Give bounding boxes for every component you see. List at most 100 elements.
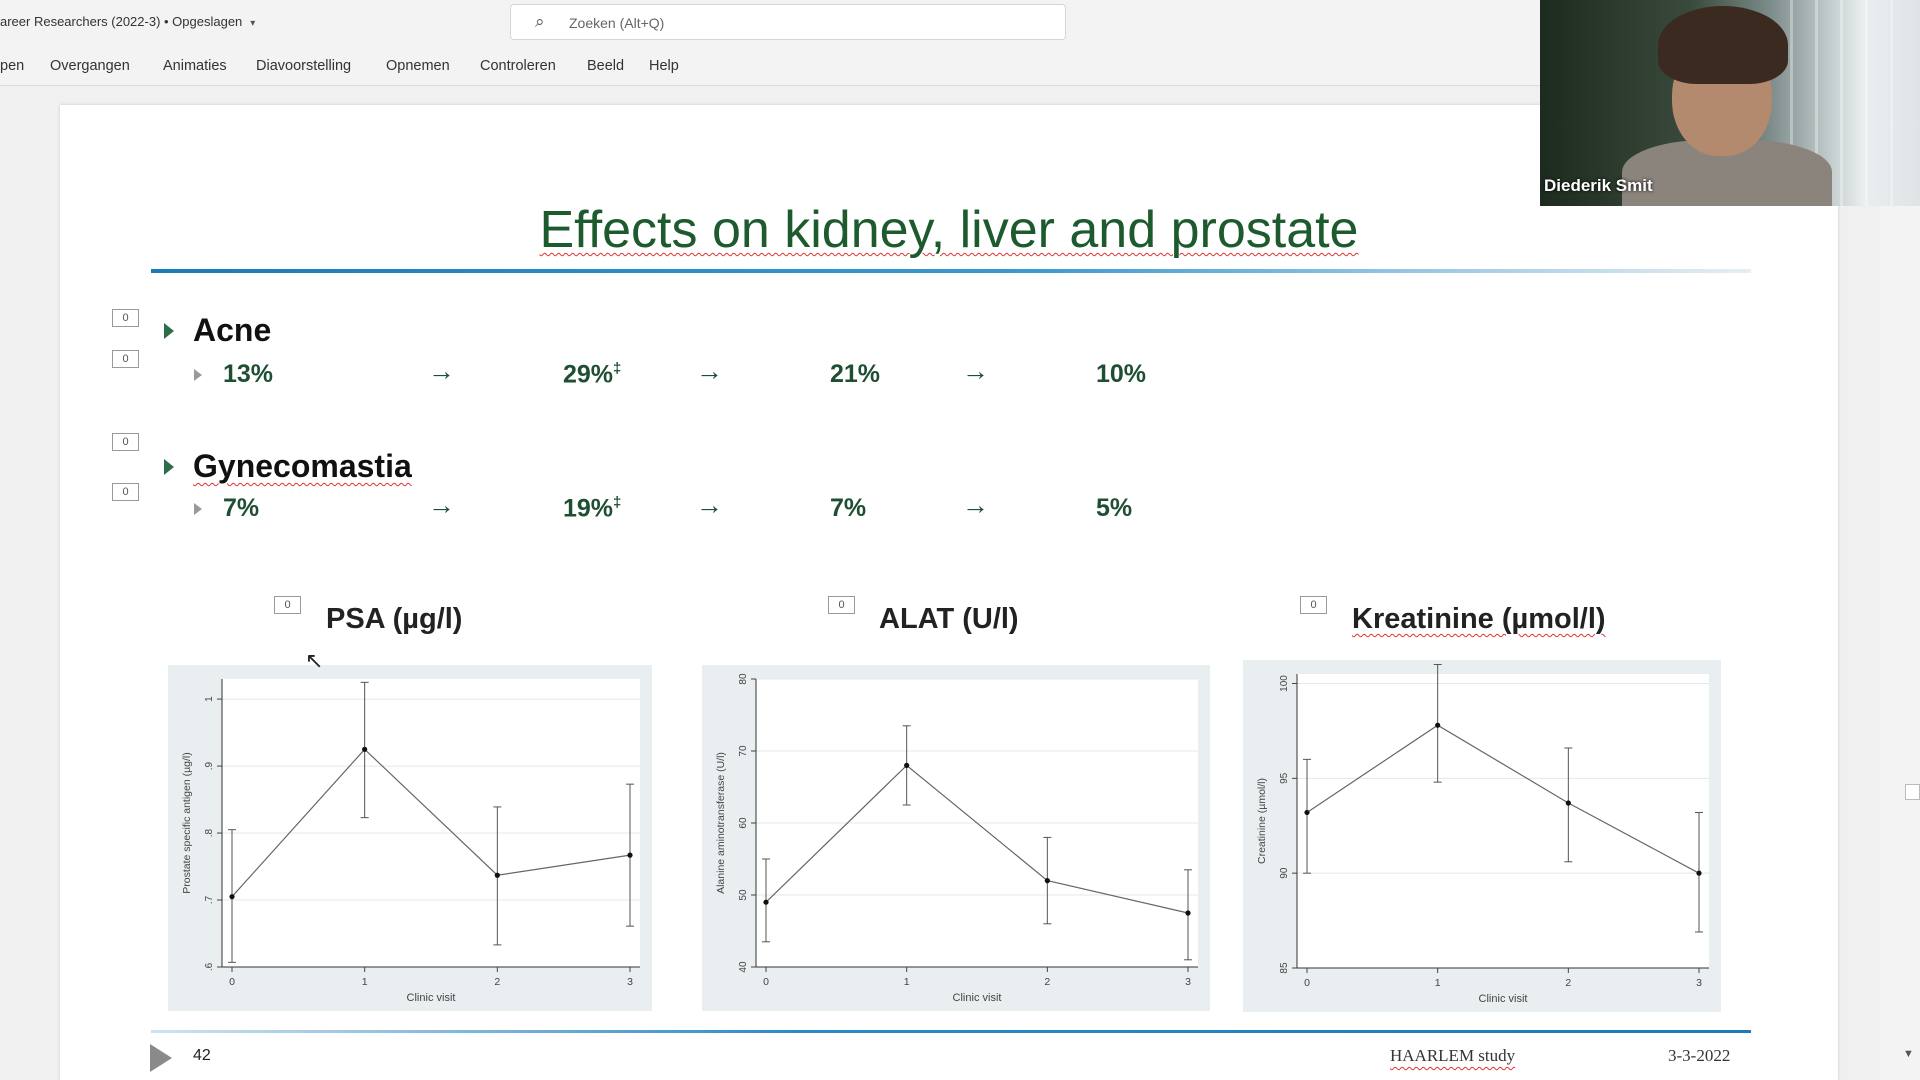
x-tick-label: 0: [229, 976, 235, 988]
search-input[interactable]: ⌕ Zoeken (Alt+Q): [510, 4, 1066, 40]
vertical-scrollbar[interactable]: [1880, 86, 1920, 1080]
bullet-heading-acne[interactable]: Acne: [193, 312, 272, 348]
gyneco-value-0-text: 7%: [223, 494, 260, 522]
gyneco-value-1-text: 19%: [563, 494, 614, 523]
window-blind: [1790, 0, 1793, 206]
data-point: [494, 872, 500, 878]
bullet-icon: [164, 459, 174, 475]
tab-openen[interactable]: pen: [0, 58, 25, 74]
arrow-icon: →: [428, 490, 455, 520]
data-point: [1565, 800, 1571, 806]
y-tick-label: 85: [1279, 962, 1290, 974]
play-icon[interactable]: [150, 1044, 172, 1072]
series-line: [1306, 724, 1700, 874]
gyneco-value-3-text: 5%: [1096, 494, 1133, 522]
animation-tag[interactable]: 0: [112, 483, 139, 501]
acne-value-0[interactable]: 13%: [223, 360, 273, 389]
gyneco-value-1[interactable]: 19%‡: [563, 494, 621, 523]
animation-tag[interactable]: 0: [112, 433, 139, 451]
chart-title-alat[interactable]: ALAT (U/l): [879, 603, 1019, 635]
document-title[interactable]: areer Researchers (2022-3) • Opgeslagen ▾: [0, 14, 255, 29]
y-tick-label: .8: [204, 828, 215, 837]
window-blind: [1890, 0, 1893, 206]
y-tick-label: 80: [738, 673, 749, 685]
arrow-icon: →: [962, 356, 989, 386]
double-dagger-mark: ‡: [613, 494, 622, 511]
gyneco-value-2[interactable]: 7%: [830, 494, 866, 523]
x-axis-label: Clinic visit: [953, 992, 1002, 1004]
data-point: [904, 762, 910, 768]
data-point: [1304, 809, 1310, 816]
x-tick-label: 3: [627, 976, 633, 988]
window-blind: [1865, 0, 1868, 206]
animation-tag[interactable]: 0: [1300, 596, 1327, 614]
tab-controleren[interactable]: Controleren: [480, 58, 556, 74]
tab-animaties[interactable]: Animaties: [163, 58, 227, 74]
footer-study: HAARLEM study: [1390, 1046, 1515, 1066]
gyneco-value-2-text: 7%: [830, 494, 867, 522]
data-point: [1044, 878, 1050, 884]
acne-value-1[interactable]: 29%‡: [563, 360, 621, 389]
acne-value-2-text: 21%: [830, 360, 881, 388]
chart-title-kreatinine-text: Kreatinine (µmol/l): [1352, 603, 1606, 635]
bullet-heading-gynecomastia[interactable]: Gynecomastia: [193, 448, 412, 485]
acne-value-1-text: 29%: [563, 360, 614, 389]
animation-tag[interactable]: 0: [274, 596, 301, 614]
psa-chart[interactable]: .6 .7 .8 .9 1 0 1 2 3 Clinic visit Prostate specif…: [168, 665, 652, 1011]
tab-opnemen[interactable]: Opnemen: [386, 58, 450, 74]
sub-bullet-icon: [194, 503, 202, 515]
bullet-heading-gynecomastia-text: Gynecomastia: [193, 448, 412, 484]
tab-overgangen[interactable]: Overgangen: [50, 58, 130, 74]
chart-svg: 85 90 95 100 0 1 2 3 Clinic visit Creatinine (µmo…: [1256, 664, 1709, 1005]
y-tick-label: 70: [738, 745, 749, 757]
scroll-down-icon[interactable]: ▼: [1903, 1048, 1914, 1060]
y-tick-label: .6: [204, 962, 215, 971]
series-line: [765, 764, 1189, 914]
chart-title-psa[interactable]: PSA (µg/l): [326, 603, 463, 635]
animation-tag[interactable]: 0: [112, 350, 139, 368]
x-tick-label: 0: [763, 976, 769, 988]
search-icon: ⌕: [535, 12, 545, 31]
alat-chart[interactable]: 40 50 60 70 80 0 1 2 3 Clinic visit Alanine aminot…: [702, 665, 1210, 1011]
sub-bullet-icon: [194, 369, 202, 381]
arrow-icon: →: [962, 490, 989, 520]
chart-title-kreatinine[interactable]: Kreatinine (µmol/l): [1352, 603, 1606, 636]
animation-tag[interactable]: 0: [112, 309, 139, 327]
y-tick-label: 90: [1279, 867, 1290, 879]
acne-value-3[interactable]: 10%: [1096, 360, 1146, 389]
chevron-down-icon[interactable]: ▾: [250, 18, 256, 29]
y-axis-label: Creatinine (µmol/l): [1256, 778, 1268, 864]
x-axis-label: Clinic visit: [407, 992, 456, 1004]
scrollbar-thumb[interactable]: [1905, 784, 1920, 800]
x-tick-label: 1: [1435, 977, 1441, 989]
data-point: [627, 852, 633, 858]
gyneco-value-0[interactable]: 7%: [223, 494, 259, 523]
plot-area: [1297, 674, 1709, 968]
arrow-icon: →: [696, 356, 723, 386]
x-tick-label: 1: [904, 976, 910, 988]
x-tick-label: 2: [494, 976, 500, 988]
acne-value-2[interactable]: 21%: [830, 360, 880, 389]
tab-diavoorstelling[interactable]: Diavoorstelling: [256, 58, 352, 74]
tab-beeld[interactable]: Beeld: [587, 58, 625, 74]
slide-canvas[interactable]: Effects on kidney, liver and prostate 0 …: [60, 105, 1838, 1080]
x-tick-label: 2: [1044, 976, 1050, 988]
chart-svg: .6 .7 .8 .9 1 0 1 2 3 Clinic visit Prostate specif…: [181, 679, 640, 1004]
slide-title[interactable]: Effects on kidney, liver and prostate: [60, 200, 1838, 260]
kreatinine-chart[interactable]: 85 90 95 100 0 1 2 3 Clinic visit Creatinine (µmo…: [1243, 660, 1721, 1012]
y-axis-label: Alanine aminotransferase (U/l): [715, 752, 727, 894]
footer-date: 3-3-2022: [1668, 1046, 1731, 1065]
x-axis-label: Clinic visit: [1479, 993, 1528, 1005]
x-tick-label: 1: [362, 976, 368, 988]
tab-help[interactable]: Help: [649, 58, 679, 74]
document-title-text: areer Researchers (2022-3) • Opgeslagen: [0, 14, 243, 29]
gyneco-value-3[interactable]: 5%: [1096, 494, 1132, 523]
chart-svg: 40 50 60 70 80 0 1 2 3 Clinic visit Alanine aminot…: [715, 673, 1198, 1004]
data-point: [1435, 722, 1441, 728]
series-line: [231, 748, 631, 898]
animation-tag[interactable]: 0: [828, 596, 855, 614]
video-tile[interactable]: Diederik Smit: [1540, 0, 1920, 206]
window-blind: [1815, 0, 1818, 206]
y-tick-label: 60: [738, 817, 749, 829]
